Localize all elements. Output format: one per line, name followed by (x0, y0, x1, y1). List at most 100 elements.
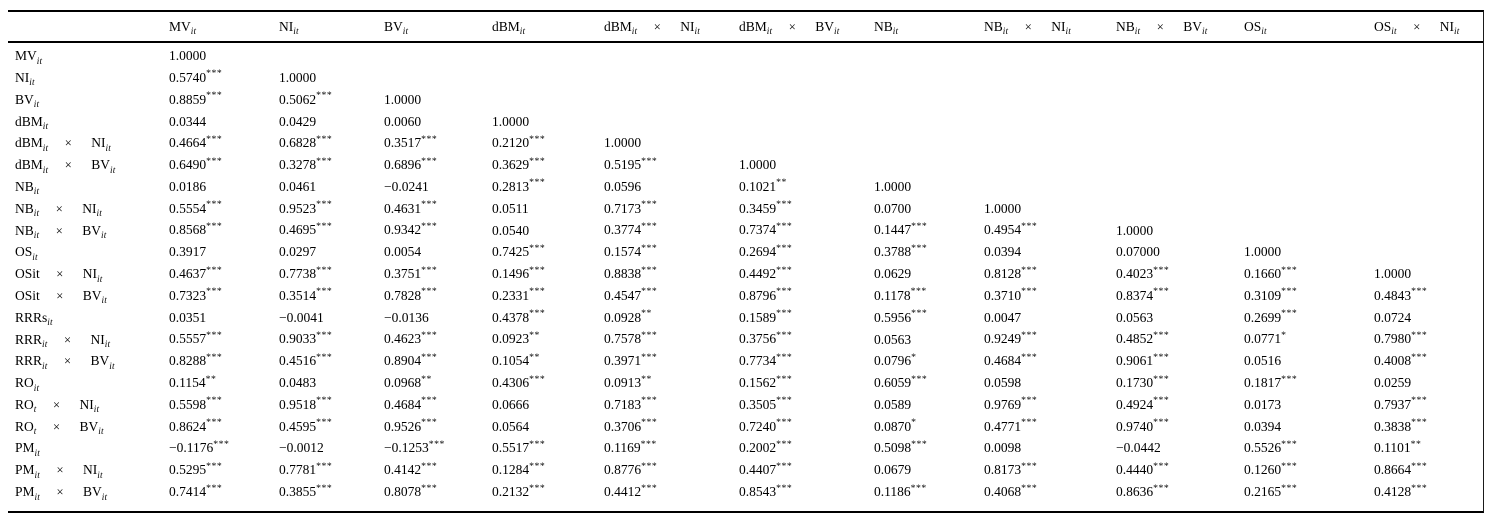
corr-cell: 0.8838*** (604, 264, 658, 281)
corr-cell: 0.8636*** (1116, 482, 1170, 499)
corr-cell: 0.0054 (384, 244, 422, 260)
corr-cell: 0.1574*** (604, 242, 658, 260)
row-label: RRRit × BVit (15, 353, 115, 371)
col-header: BVit (384, 18, 409, 37)
corr-cell: 0.2699*** (1244, 308, 1298, 325)
multiply-sign: × (56, 463, 64, 478)
corr-cell: 0.1186*** (874, 482, 927, 499)
corr-cell: 0.9526*** (384, 417, 438, 434)
corr-cell: 0.4440*** (1116, 460, 1170, 478)
corr-cell: 0.0461 (279, 178, 317, 194)
table-row: dBMit × NIit 0.4664*** 0.6828*** 0.3517*** 0.2… (8, 132, 1483, 154)
multiply-sign: × (1413, 19, 1421, 34)
corr-cell: 0.5062*** (279, 90, 333, 107)
corr-cell: 0.4631*** (384, 199, 438, 216)
corr-cell: 0.8374*** (1116, 286, 1170, 303)
table-row: dBMit × BVit 0.6490*** 0.3278*** 0.6896*** 0.3… (8, 154, 1483, 176)
corr-cell: 0.1447*** (874, 221, 928, 238)
corr-cell: 0.7183*** (604, 395, 658, 412)
multiply-sign: × (55, 201, 63, 216)
corr-cell: 0.1660*** (1244, 264, 1298, 281)
row-label: ROt × BVit (15, 418, 104, 437)
corr-cell: 1.0000 (492, 113, 530, 129)
corr-cell: 0.0394 (984, 244, 1022, 260)
corr-cell: 0.9740*** (1116, 417, 1170, 434)
table-row: OSit 0.3917 0.0297 0.0054 0.7425*** 0.1574***… (8, 241, 1483, 263)
corr-cell: 0.4516*** (279, 351, 333, 369)
corr-cell: 0.0511 (492, 200, 529, 216)
corr-cell: 0.4306*** (492, 373, 546, 390)
corr-cell: 0.9033*** (279, 330, 333, 347)
corr-cell: 0.0679 (874, 462, 912, 478)
corr-cell: 0.0771* (1244, 330, 1287, 347)
corr-cell: 0.8078*** (384, 482, 438, 499)
corr-cell: 0.1284*** (492, 460, 546, 478)
corr-cell: 0.4664*** (169, 133, 223, 151)
corr-cell: 0.1154** (169, 373, 217, 390)
corr-cell: 0.0923** (492, 330, 540, 347)
corr-cell: 0.7781*** (279, 460, 333, 478)
table-row: RRRsit 0.0351 −0.0041 −0.0136 0.4378*** 0.092… (8, 307, 1483, 329)
corr-cell: 0.4771*** (984, 417, 1038, 434)
corr-cell: 0.0516 (1244, 353, 1282, 369)
corr-cell: 0.4924*** (1116, 395, 1170, 412)
corr-cell: 1.0000 (1116, 222, 1154, 238)
corr-cell: 0.3756*** (739, 330, 793, 347)
corr-cell: 0.0394 (1244, 418, 1282, 434)
corr-cell: −0.0136 (384, 309, 429, 325)
corr-cell: 0.9769*** (984, 395, 1038, 412)
corr-cell: 0.8288*** (169, 351, 223, 369)
table-row: PMit × NIit 0.5295*** 0.7781*** 0.4142*** 0.12… (8, 459, 1483, 481)
corr-cell: 0.2120*** (492, 133, 546, 151)
multiply-sign: × (52, 397, 61, 412)
corr-cell: −0.0241 (384, 178, 429, 194)
corr-cell: 0.1260*** (1244, 460, 1298, 478)
corr-cell: 0.4852*** (1116, 330, 1170, 347)
corr-cell: 1.0000 (1374, 266, 1412, 282)
corr-cell: 0.7578*** (604, 330, 658, 347)
corr-cell: 0.0060 (384, 113, 422, 129)
row-label: NBit (15, 178, 40, 197)
corr-cell: 0.1169*** (604, 439, 657, 456)
table-row: NBit × NIit 0.5554*** 0.9523*** 0.4631*** 0.05… (8, 198, 1483, 220)
multiply-sign: × (55, 223, 63, 238)
corr-cell: 0.4547*** (604, 286, 658, 303)
corr-cell: −0.1176*** (169, 439, 230, 456)
corr-cell: 0.7738*** (279, 264, 333, 281)
corr-cell: 0.7173*** (604, 199, 658, 216)
correlation-table: MVit NIit BVit dBMit dBMit × NIit dBMit × BVit NBi… (8, 10, 1484, 513)
corr-cell: 0.4623*** (384, 330, 438, 347)
corr-cell: 0.3838*** (1374, 417, 1428, 434)
corr-cell: 1.0000 (874, 178, 912, 194)
corr-cell: 0.6059*** (874, 373, 928, 390)
corr-cell: 0.0913** (604, 373, 652, 390)
col-header: MVit (169, 18, 197, 37)
multiply-sign: × (56, 288, 64, 303)
table-row: ROt × BVit 0.8624*** 0.4595*** 0.9526*** 0.056… (8, 416, 1483, 438)
corr-cell: 1.0000 (1244, 244, 1282, 260)
corr-cell: 0.5526*** (1244, 439, 1298, 456)
corr-cell: 0.2165*** (1244, 482, 1298, 499)
corr-cell: 0.0870* (874, 417, 917, 434)
corr-cell: 0.5195*** (604, 155, 658, 173)
table-row: ROt × NIit 0.5598*** 0.9518*** 0.4684*** 0.066… (8, 394, 1483, 416)
table-row: RRRit × BVit 0.8288*** 0.4516*** 0.8904*** 0.1… (8, 350, 1483, 372)
col-header: NBit × BVit (1116, 18, 1208, 37)
corr-cell: 1.0000 (279, 69, 317, 85)
corr-cell: 0.0429 (279, 113, 317, 129)
corr-cell: 0.4695*** (279, 221, 333, 238)
corr-cell: 0.0598 (984, 375, 1022, 391)
corr-cell: 0.9061*** (1116, 351, 1170, 369)
table-row: BVit 0.8859*** 0.5062*** 1.0000 (8, 89, 1483, 111)
corr-cell: 0.5098*** (874, 439, 928, 456)
row-label: OSit × BVit (15, 287, 107, 306)
corr-cell: 0.1730*** (1116, 373, 1170, 390)
corr-cell: 0.0047 (984, 309, 1022, 325)
corr-cell: 0.0968** (384, 373, 432, 390)
corr-cell: 0.3855*** (279, 482, 333, 499)
row-label: NIit (15, 69, 35, 88)
multiply-sign: × (63, 354, 72, 369)
row-label: NBit × NIit (15, 200, 102, 219)
corr-cell: 0.2132*** (492, 482, 546, 499)
row-label: dBMit × BVit (15, 157, 116, 175)
